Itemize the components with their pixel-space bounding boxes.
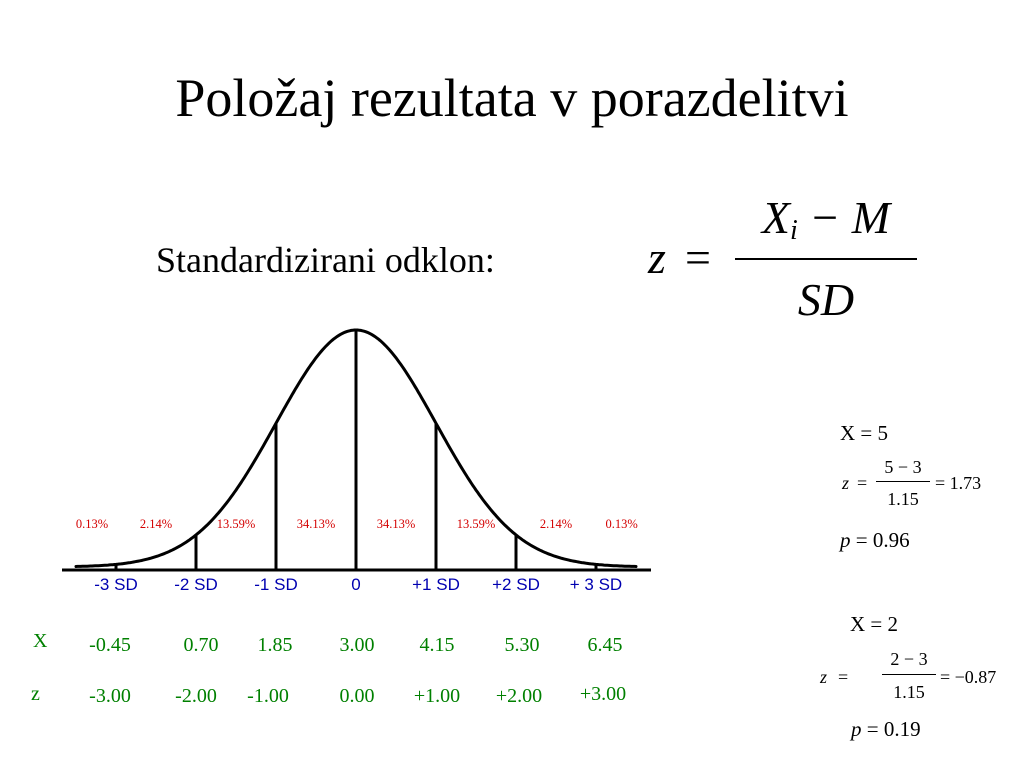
formula-subscript: i (789, 215, 798, 246)
percent-label: 2.14% (140, 517, 172, 531)
example-1-denominator: 1.15 (887, 489, 919, 509)
example-1-fraction-bar (876, 481, 930, 482)
sd-axis-label: -3 SD (94, 575, 137, 594)
example-1-numerator: 5 − 3 (884, 457, 922, 477)
table-z-cell: +1.00 (413, 685, 461, 707)
table-x-cell: -0.45 (89, 634, 131, 656)
example-2-fraction-bar (882, 674, 936, 675)
sd-axis-label: -1 SD (254, 575, 297, 594)
sd-axis-label: +2 SD (492, 575, 540, 594)
formula-denominator: SD (797, 274, 855, 325)
sd-axis-label: 0 (351, 575, 360, 594)
example-2-header: X = 2 (850, 612, 899, 636)
table-z-cell: +3.00 (579, 683, 627, 705)
example-2-numerator: 2 − 3 (890, 649, 928, 669)
table-x-cell: 5.30 (504, 634, 540, 656)
formula-fraction-bar (735, 258, 917, 260)
example-2-denominator: 1.15 (893, 682, 925, 702)
formula-numerator: Xi − M (735, 190, 917, 259)
percent-label: 34.13% (297, 517, 336, 531)
table-z-cell: -3.00 (89, 685, 131, 707)
example-2-result: = −0.87 (940, 667, 997, 687)
table-x-cell: 1.85 (257, 634, 293, 656)
example-1-p: p = 0.96 (840, 527, 910, 553)
formula-z: z (648, 232, 666, 283)
example-1-p-label: p (840, 528, 851, 552)
example-1-z: z (842, 473, 850, 493)
example-1-header: X = 5 (840, 421, 889, 445)
slide-title: Položaj rezultata v porazdelitvi (175, 68, 849, 128)
example-2-p-label: p (851, 717, 862, 741)
table-x-cell: 0.70 (183, 634, 219, 656)
example-2-z: z (820, 667, 828, 687)
example-1-result: = 1.73 (935, 473, 982, 493)
table-z-cell: -1.00 (247, 685, 289, 707)
formula-minus-m: − M (797, 192, 891, 243)
table-x-label: X (33, 630, 48, 652)
percent-label: 0.13% (605, 517, 637, 531)
standardized-deviation-label: Standardizirani odklon: (156, 240, 495, 280)
table-z-cell: -2.00 (175, 685, 217, 707)
percent-label: 34.13% (377, 517, 416, 531)
percent-label: 13.59% (217, 517, 256, 531)
table-x-cell: 3.00 (339, 634, 375, 656)
formula-equals: = (685, 232, 711, 283)
example-2-equals: = (838, 667, 849, 687)
normal-distribution-chart: 0.13% 2.14% 13.59% 34.13% 34.13% 13.59% 2.14% 0… (62, 328, 651, 594)
table-x-cell: 6.45 (587, 634, 623, 656)
percent-label: 13.59% (457, 517, 496, 531)
table-z-cell: 0.00 (339, 685, 375, 707)
sd-axis-label: +1 SD (412, 575, 460, 594)
example-1-p-value: = 0.96 (855, 528, 910, 552)
sd-axis-label: + 3 SD (570, 575, 622, 594)
percent-label: 2.14% (540, 517, 572, 531)
formula-x: X (761, 192, 790, 243)
sd-axis-label: -2 SD (174, 575, 217, 594)
table-x-cell: 4.15 (419, 634, 455, 656)
percent-label: 0.13% (76, 517, 108, 531)
example-2-p: p = 0.19 (851, 716, 921, 742)
example-2-p-value: = 0.19 (866, 717, 921, 741)
table-z-label: z (31, 683, 40, 705)
example-1-equals: = (857, 473, 868, 493)
table-z-cell: +2.00 (495, 685, 543, 707)
